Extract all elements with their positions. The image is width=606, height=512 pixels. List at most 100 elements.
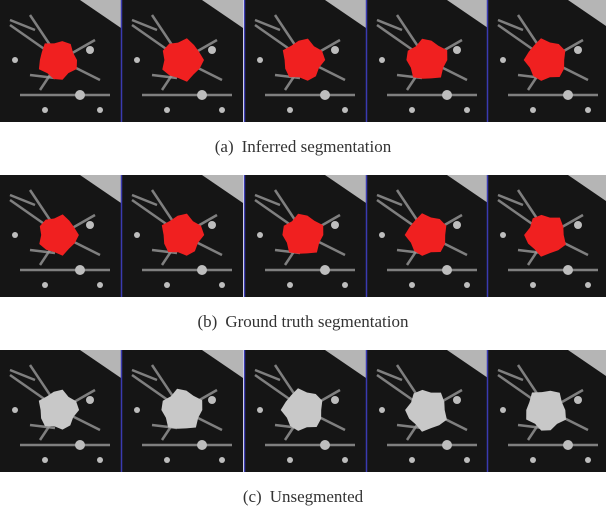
nodule-vessel	[409, 457, 415, 463]
ct-slice	[0, 175, 121, 297]
nodule-vessel	[12, 407, 18, 413]
nodule-vessel	[563, 440, 573, 450]
nodule-vessel	[500, 232, 506, 238]
nodule-vessel	[320, 440, 330, 450]
nodule-vessel	[208, 396, 216, 404]
nodule-vessel	[287, 457, 293, 463]
nodule-vessel	[219, 457, 225, 463]
nodule-vessel	[219, 282, 225, 288]
nodule-vessel	[164, 457, 170, 463]
caption: (b)Ground truth segmentation	[0, 312, 606, 332]
nodule-vessel	[12, 232, 18, 238]
nodule-vessel	[379, 407, 385, 413]
nodule-vessel	[442, 265, 452, 275]
nodule-vessel	[409, 282, 415, 288]
nodule-vessel	[257, 407, 263, 413]
nodule-vessel	[453, 46, 461, 54]
nodule-vessel	[42, 107, 48, 113]
nodule-vessel	[134, 232, 140, 238]
ct-slice	[245, 350, 366, 472]
caption-label: (c)	[243, 487, 262, 506]
nodule-vessel	[75, 90, 85, 100]
nodule-vessel	[342, 282, 348, 288]
nodule-vessel	[197, 440, 207, 450]
nodule-vessel	[574, 46, 582, 54]
nodule-vessel	[208, 46, 216, 54]
nodule-vessel	[585, 457, 591, 463]
caption-label: (a)	[215, 137, 234, 156]
nodule-vessel	[500, 407, 506, 413]
ct-slice	[367, 0, 488, 122]
ct-slice	[488, 175, 606, 297]
caption: (a) Inferred segmentation	[0, 137, 606, 157]
nodule-vessel	[86, 396, 94, 404]
nodule-vessel	[530, 457, 536, 463]
nodule-vessel	[574, 396, 582, 404]
nodule-vessel	[331, 46, 339, 54]
nodule-vessel	[257, 232, 263, 238]
nodule-vessel	[208, 221, 216, 229]
nodule-vessel	[134, 407, 140, 413]
nodule-vessel	[320, 90, 330, 100]
nodule-vessel	[320, 265, 330, 275]
ct-slice	[245, 0, 366, 122]
nodule-vessel	[287, 282, 293, 288]
ct-slice	[0, 0, 121, 122]
nodule-vessel	[97, 457, 103, 463]
nodule-vessel	[134, 57, 140, 63]
nodule-vessel	[42, 282, 48, 288]
ct-slice	[367, 350, 488, 472]
ct-slice	[122, 0, 243, 122]
nodule-vessel	[409, 107, 415, 113]
nodule-vessel	[42, 457, 48, 463]
nodule-vessel	[379, 232, 385, 238]
nodule-vessel	[97, 107, 103, 113]
ct-slice	[367, 175, 488, 297]
caption-label: (b)	[197, 312, 217, 331]
nodule-vessel	[342, 107, 348, 113]
nodule-vessel	[219, 107, 225, 113]
nodule-vessel	[563, 265, 573, 275]
nodule-vessel	[97, 282, 103, 288]
nodule-vessel	[86, 221, 94, 229]
nodule-vessel	[75, 265, 85, 275]
caption-text: Inferred segmentation	[242, 137, 392, 156]
nodule-vessel	[164, 107, 170, 113]
nodule-vessel	[164, 282, 170, 288]
nodule-vessel	[574, 221, 582, 229]
nodule-vessel	[500, 57, 506, 63]
nodule-vessel	[442, 440, 452, 450]
ct-slice	[488, 350, 606, 472]
nodule-vessel	[563, 90, 573, 100]
nodule-vessel	[442, 90, 452, 100]
ct-slice	[245, 175, 366, 297]
nodule-vessel	[331, 221, 339, 229]
nodule-vessel	[530, 282, 536, 288]
nodule-vessel	[464, 457, 470, 463]
nodule-vessel	[86, 46, 94, 54]
image-row	[0, 175, 606, 297]
image-row	[0, 0, 606, 122]
nodule-vessel	[342, 457, 348, 463]
nodule-vessel	[75, 440, 85, 450]
ct-slice	[488, 0, 606, 122]
nodule-vessel	[464, 107, 470, 113]
nodule-vessel	[12, 57, 18, 63]
nodule-vessel	[530, 107, 536, 113]
figure: (a) Inferred segmentation (b)Ground truth…	[0, 0, 606, 512]
nodule-vessel	[585, 282, 591, 288]
nodule-vessel	[379, 57, 385, 63]
nodule-vessel	[331, 396, 339, 404]
caption-text: Unsegmented	[270, 487, 363, 506]
nodule-vessel	[585, 107, 591, 113]
caption: (c) Unsegmented	[0, 487, 606, 507]
nodule-vessel	[197, 90, 207, 100]
nodule-vessel	[257, 57, 263, 63]
image-row	[0, 350, 606, 472]
nodule-vessel	[453, 396, 461, 404]
ct-slice	[0, 350, 121, 472]
nodule-vessel	[464, 282, 470, 288]
ct-slice	[122, 175, 243, 297]
ct-slice	[122, 350, 243, 472]
nodule-vessel	[287, 107, 293, 113]
